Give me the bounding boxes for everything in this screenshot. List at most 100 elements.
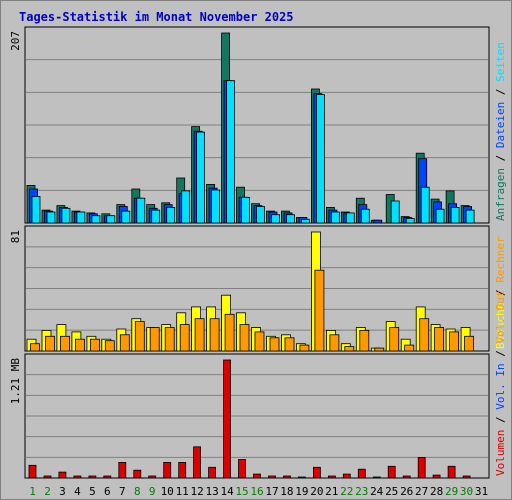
panel-middle-max-label: 81	[9, 230, 22, 243]
day-label-6: 6	[104, 485, 111, 498]
bar-seiten-day-11	[181, 190, 191, 224]
bar-seiten-day-28	[435, 208, 445, 224]
bar-rechner-day-14	[224, 313, 235, 352]
bar-seiten-day-14	[226, 80, 236, 224]
day-label-13: 13	[205, 485, 218, 498]
bar-volumen-day-12	[193, 446, 202, 479]
bar-seiten-day-16	[256, 206, 265, 224]
bar-seiten-day-27	[420, 186, 430, 224]
panel-top-max-label: 207	[9, 31, 22, 51]
bar-rechner-day-15	[239, 324, 250, 352]
bar-rechner-day-5	[90, 338, 100, 352]
bar-seiten-day-10	[166, 206, 176, 224]
bar-volumen-day-26	[402, 475, 411, 479]
bar-seiten-day-20	[315, 94, 325, 224]
bar-rechner-day-4	[75, 338, 85, 352]
bar-seiten-day-23	[360, 208, 370, 224]
bar-volumen-day-7	[118, 461, 127, 479]
bar-volumen-day-2	[43, 475, 52, 479]
bar-volumen-day-18	[283, 475, 291, 479]
bar-rechner-day-26	[404, 344, 415, 352]
day-label-21: 21	[325, 485, 338, 498]
bar-volumen-day-13	[208, 466, 217, 479]
bar-rechner-day-20	[314, 269, 325, 352]
day-label-20: 20	[310, 485, 323, 498]
day-label-12: 12	[190, 485, 203, 498]
bar-seiten-day-22	[345, 212, 355, 224]
day-label-15: 15	[235, 485, 248, 498]
bar-seiten-day-29	[450, 206, 460, 224]
day-label-7: 7	[119, 485, 126, 498]
bar-volumen-day-14	[223, 359, 232, 479]
legend-item-volumen: Volumen	[494, 430, 507, 476]
bar-volumen-day-1	[28, 464, 37, 479]
panel-bottom-max-label: 1.21 MB	[9, 358, 22, 405]
bar-volumen-day-25	[387, 465, 396, 479]
bar-seiten-day-26	[405, 217, 415, 224]
bar-volumen-day-6	[103, 475, 112, 479]
bar-rechner-day-8	[134, 321, 145, 352]
day-label-30: 30	[460, 485, 473, 498]
bar-seiten-day-7	[121, 210, 131, 224]
bar-rechner-day-18	[284, 337, 295, 352]
bar-rechner-day-28	[434, 327, 445, 352]
legend-separator: /	[494, 344, 507, 364]
bar-rechner-day-1	[30, 343, 40, 352]
bar-volumen-day-16	[253, 473, 261, 479]
day-label-8: 8	[134, 485, 141, 498]
bar-volumen-day-15	[238, 459, 246, 479]
bar-volumen-day-5	[88, 475, 97, 479]
bar-volumen-day-3	[58, 471, 67, 479]
bar-rechner-day-7	[119, 334, 130, 352]
day-label-27: 27	[415, 485, 428, 498]
bar-volumen-day-4	[73, 475, 82, 479]
bar-volumen-day-29	[447, 465, 456, 479]
bar-rechner-day-22	[344, 346, 355, 352]
bar-dateien-day-24	[373, 219, 383, 224]
bar-rechner-day-11	[179, 324, 190, 352]
bar-seiten-day-6	[106, 215, 116, 224]
day-label-19: 19	[295, 485, 308, 498]
legend-item-volin: Vol. In	[494, 363, 507, 409]
bar-rechner-day-21	[329, 334, 340, 352]
day-label-1: 1	[29, 485, 36, 498]
day-label-3: 3	[59, 485, 66, 498]
panel-top-legend: Anfragen / Dateien / Seiten	[494, 42, 507, 221]
bar-seiten-day-2	[46, 211, 56, 224]
day-label-18: 18	[280, 485, 293, 498]
bar-rechner-day-25	[389, 327, 400, 352]
bar-seiten-day-9	[151, 209, 161, 224]
day-label-11: 11	[176, 485, 189, 498]
bar-rechner-day-29	[449, 331, 460, 352]
bar-seiten-day-4	[76, 211, 86, 224]
bar-volumen-day-20	[312, 466, 321, 479]
bar-seiten-day-13	[211, 189, 221, 224]
bar-seiten-day-8	[136, 197, 146, 224]
bar-seiten-day-15	[241, 196, 250, 224]
legend-separator: /	[494, 283, 507, 303]
legend-item-anfragen: Anfragen	[494, 168, 507, 221]
bar-volumen-day-23	[357, 468, 366, 479]
bar-volumen-day-24	[372, 476, 381, 479]
bar-seiten-day-19	[300, 218, 310, 224]
day-label-10: 10	[161, 485, 174, 498]
bar-rechner-day-17	[269, 337, 280, 352]
bar-volumen-day-22	[342, 473, 351, 479]
chart-title: Tages-Statistik im Monat November 2025	[19, 10, 294, 24]
bar-volumen-day-17	[268, 475, 276, 479]
bar-rechner-day-10	[164, 327, 175, 352]
bar-rechner-day-12	[194, 318, 205, 352]
bar-seiten-day-3	[61, 207, 71, 224]
bar-seiten-day-25	[390, 200, 400, 224]
bar-seiten-day-21	[330, 211, 340, 224]
day-label-26: 26	[400, 485, 413, 498]
bar-rechner-day-19	[299, 344, 310, 352]
panel-bottom-legend: Volumen / Vol. In / Vol. Out	[494, 291, 507, 476]
bar-seiten-day-12	[196, 131, 206, 224]
day-label-16: 16	[250, 485, 263, 498]
bar-volumen-day-30	[462, 475, 471, 479]
day-label-9: 9	[149, 485, 156, 498]
day-label-31: 31	[475, 485, 488, 498]
bar-seiten-day-17	[271, 214, 280, 224]
day-label-25: 25	[385, 485, 398, 498]
